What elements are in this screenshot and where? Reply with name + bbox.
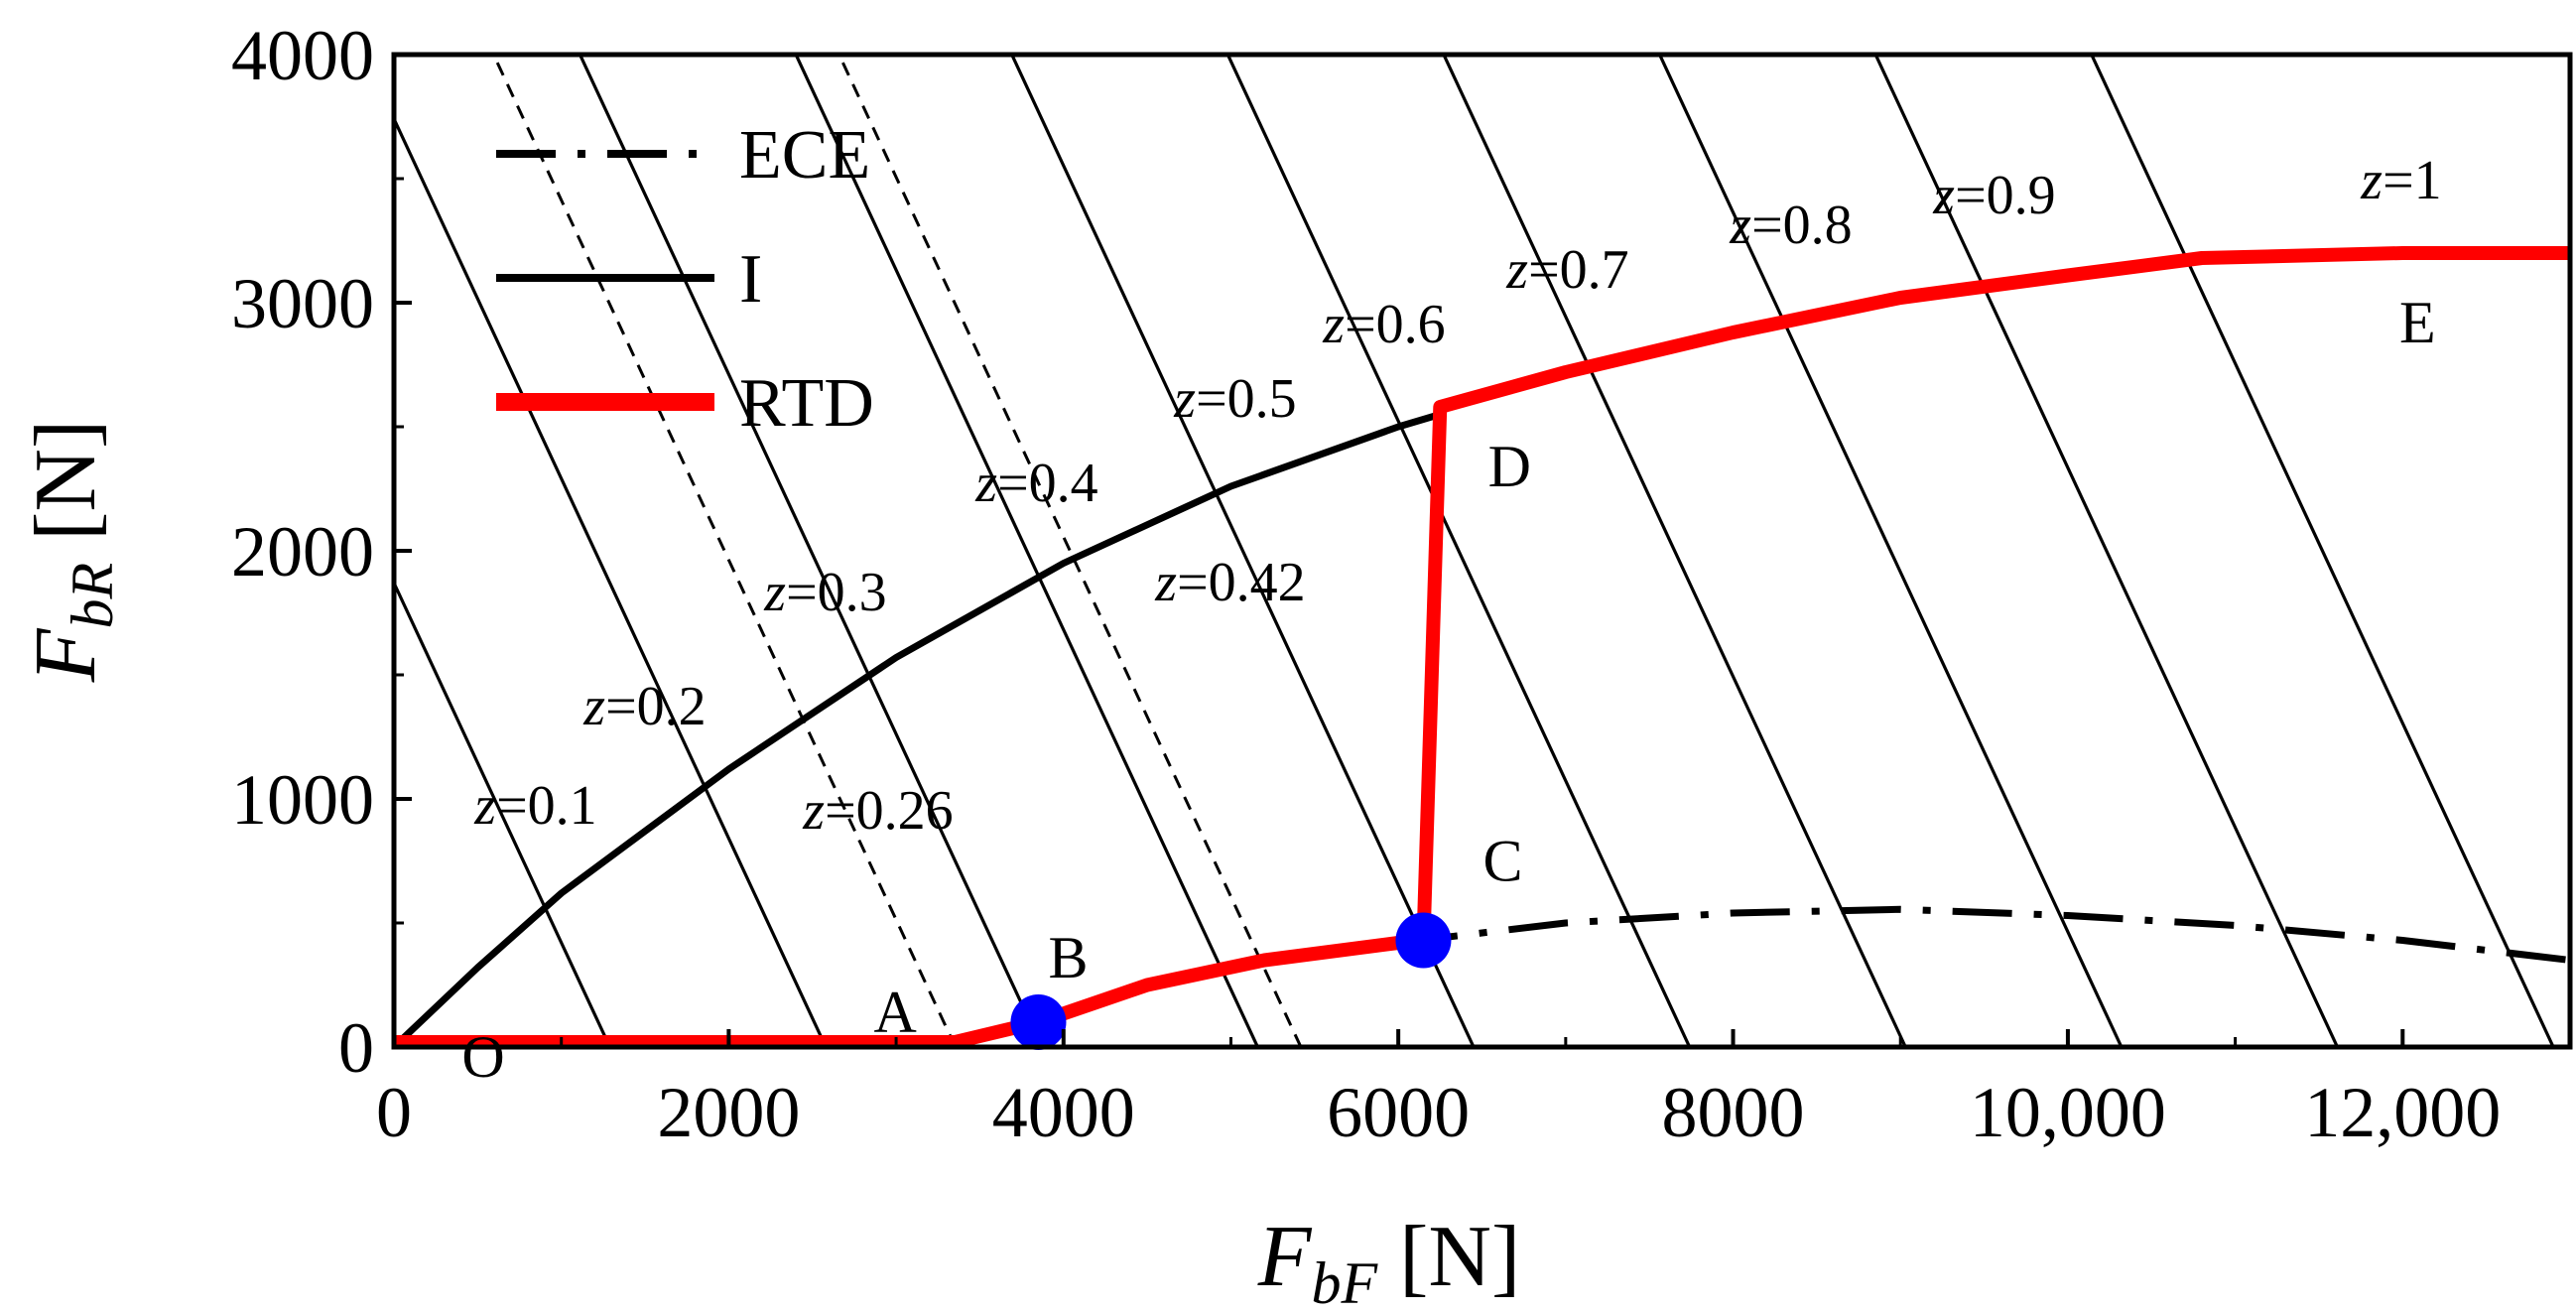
y-tick-label: 0 — [338, 1008, 374, 1088]
series-line — [394, 411, 1442, 1047]
x-tick-label: 2000 — [657, 1073, 800, 1152]
y-axis-ticks: 0 1000 2000 3000 4000 — [231, 16, 412, 1088]
z-label: z=0.7 — [1505, 239, 1628, 301]
plot-frame — [391, 52, 2573, 1050]
legend-label: I — [739, 241, 762, 318]
z-line — [1225, 55, 1692, 1047]
z-label: z=0.9 — [1932, 165, 2055, 226]
point-label: E — [2399, 290, 2436, 355]
point-label: O — [461, 1024, 504, 1090]
x-tick-label: 10,000 — [1970, 1073, 2166, 1152]
legend-label: ECE — [739, 117, 870, 194]
z-label: z=0.6 — [1322, 294, 1445, 355]
z-line — [578, 55, 1044, 1047]
z-label: z=0.42 — [1154, 552, 1305, 613]
series — [394, 246, 2570, 1047]
z-line — [794, 55, 1259, 1047]
z-label: z=0.2 — [582, 676, 706, 737]
y-tick-label: 4000 — [231, 16, 374, 95]
y-axis-title: FbR [N] — [18, 420, 125, 684]
z-line — [837, 55, 1303, 1047]
z-line — [1657, 55, 2124, 1047]
point-label: A — [873, 980, 916, 1045]
z-label: z=0.8 — [1729, 195, 1852, 256]
series-line — [394, 246, 2570, 1047]
point-marker — [1010, 994, 1067, 1050]
y-tick-label: 3000 — [231, 264, 374, 343]
z-label: z=0.5 — [1173, 368, 1296, 430]
z-label: z=0.3 — [763, 562, 886, 623]
z-lines — [394, 55, 2555, 1047]
x-axis-ticks: 0 2000 4000 6000 8000 10,000 12,000 — [376, 1029, 2501, 1152]
x-tick-label: 12,000 — [2304, 1073, 2501, 1152]
z-label: z=1 — [2360, 150, 2441, 211]
x-tick-label: 6000 — [1327, 1073, 1470, 1152]
legend-label: RTD — [739, 365, 874, 442]
z-labels: z=0.1 z=0.2 z=0.26 z=0.3 z=0.4 z=0.42 z=0.5 z=0… — [473, 150, 2441, 842]
z-label: z=0.26 — [802, 780, 953, 842]
y-tick-label: 2000 — [231, 512, 374, 591]
z-label: z=0.1 — [473, 775, 596, 837]
point-label: D — [1488, 434, 1531, 499]
legend: ECE I RTD — [496, 117, 874, 442]
series-line — [1397, 905, 2570, 964]
x-tick-label: 4000 — [992, 1073, 1135, 1152]
z-line — [2090, 55, 2555, 1047]
y-tick-label: 1000 — [231, 760, 374, 840]
z-line — [491, 55, 958, 1047]
z-line — [1442, 55, 1907, 1047]
point-label: B — [1048, 925, 1088, 990]
z-line — [394, 579, 612, 1047]
x-axis-title: FbF [N] — [1257, 1209, 1521, 1313]
z-line — [1873, 55, 2339, 1047]
point-label: C — [1482, 829, 1522, 894]
point-markers: O A B C D E — [461, 290, 2435, 1090]
point-marker — [1395, 912, 1452, 969]
x-tick-label: 0 — [376, 1073, 412, 1152]
z-line — [394, 114, 828, 1047]
x-tick-label: 8000 — [1662, 1073, 1805, 1152]
z-line — [1009, 55, 1476, 1047]
z-label: z=0.4 — [974, 453, 1097, 514]
